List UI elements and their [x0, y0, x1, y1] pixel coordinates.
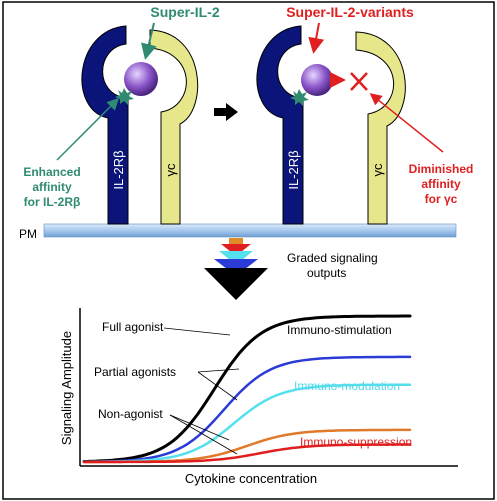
x-axis-label: Cytokine concentration: [185, 471, 317, 486]
partial-agonist-pointer-2: [197, 371, 238, 401]
disruption-x-icon: [350, 72, 368, 91]
membrane-label: PM: [19, 227, 37, 241]
series-layer: [82, 314, 412, 464]
left-title-arrow: [141, 22, 157, 60]
partial-agonist-pointer-1: [197, 368, 240, 373]
series-line-partial-agonist-1: [82, 355, 412, 463]
immuno-modulation-label: Immuno-modulation: [294, 379, 400, 393]
il2rb-receptor-left: [81, 25, 129, 225]
enhanced-affinity-line1: Enhanced: [23, 165, 80, 179]
series-line-non-agonist-2: [82, 443, 412, 464]
enhanced-affinity-line3: for IL-2Rβ: [24, 195, 81, 209]
gamma-c-label-right: γc: [370, 163, 385, 177]
right-title: Super-IL-2-variants: [286, 4, 414, 20]
il2rb-receptor-right: [256, 25, 304, 225]
graded-signaling-line1: Graded signaling: [287, 251, 378, 265]
right-title-arrow: [308, 22, 325, 54]
il2rb-label-left: IL-2Rβ: [111, 150, 126, 189]
plasma-membrane: [43, 223, 457, 238]
diminished-affinity-line3: for γc: [425, 192, 458, 206]
y-axis-label: Signaling Amplitude: [59, 331, 74, 445]
partial-agonists-label: Partial agonists: [94, 365, 176, 379]
enhanced-affinity-line2: affinity: [32, 180, 72, 194]
left-receptor-complex: [81, 25, 199, 225]
transition-arrow: [214, 103, 238, 121]
signaling-chart: Signaling Amplitude Cytokine concentrati…: [59, 308, 458, 486]
immuno-suppression-label: Immuno-suppression: [300, 435, 412, 449]
non-agonist-label: Non-agonist: [98, 407, 163, 421]
super-il2-variant-ligand: [301, 64, 333, 96]
gamma-c-label-left: γc: [163, 163, 178, 177]
il2rb-label-right: IL-2Rβ: [286, 150, 301, 189]
graded-signaling-line2: outputs: [307, 266, 346, 280]
contact-star-left: [115, 88, 134, 105]
full-agonist-pointer: [163, 327, 231, 336]
graded-signaling-arrows: [204, 238, 268, 300]
gamma-c-receptor-right: [355, 31, 406, 225]
series-line-full-agonist: [82, 314, 412, 463]
diminished-affinity-arrow: [369, 93, 444, 153]
left-title: Super-IL-2: [150, 4, 219, 20]
red-wedge: [330, 72, 346, 88]
diminished-affinity-line2: affinity: [421, 177, 461, 191]
full-agonist-label: Full agonist: [102, 320, 164, 334]
immuno-stimulation-label: Immuno-stimulation: [287, 323, 392, 337]
non-agonist-pointer-1: [169, 414, 230, 441]
non-agonist-pointer-2: [169, 414, 238, 455]
right-receptor-complex: [256, 25, 406, 225]
gamma-c-receptor-left: [149, 29, 199, 225]
diminished-affinity-line1: Diminished: [409, 162, 474, 176]
super-il2-ligand: [124, 62, 158, 96]
enhanced-affinity-arrow: [56, 97, 120, 161]
contact-star-right: [290, 89, 309, 106]
